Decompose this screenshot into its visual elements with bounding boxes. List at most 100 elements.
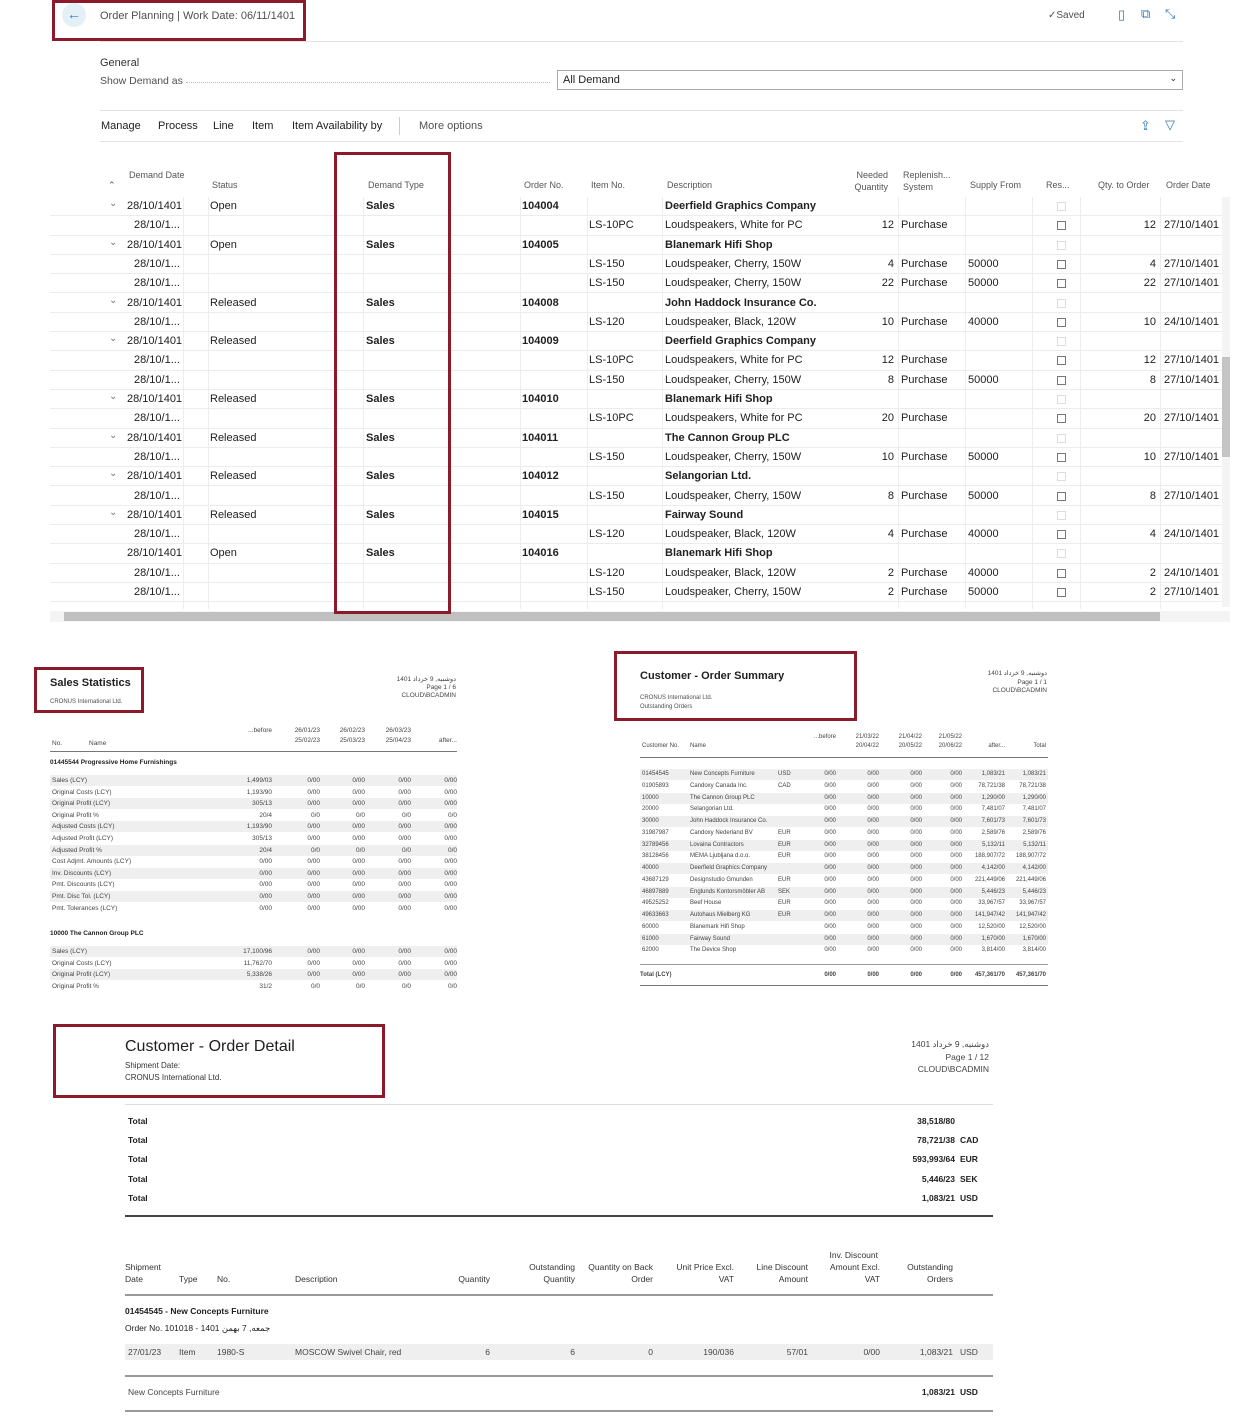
action-line[interactable]: Line (213, 120, 234, 132)
table-row[interactable]: ⌄ 28/10/1401 Released Sales 104009 Deerfield … (50, 332, 1222, 352)
expand-chevron-icon[interactable]: ⌄ (109, 333, 118, 345)
col-status[interactable]: Status (212, 180, 238, 190)
expand-chevron-icon[interactable]: ⌄ (109, 294, 118, 306)
table-row[interactable]: 28/10/1... LS-150 Loudspeaker, Cherry, 150… (50, 583, 1222, 603)
amount: 0/00 (950, 782, 962, 789)
table-row[interactable]: 28/10/1401 Open Sales 104016 Blanemark Hifi … (50, 544, 1222, 564)
col-demand-date[interactable]: Demand Date (129, 170, 185, 180)
table-row[interactable]: ⌄ 28/10/1401 Released Sales 104008 John Haddo… (50, 294, 1222, 313)
collapse-icon[interactable]: ⤡ (1165, 6, 1176, 21)
bookmark-icon[interactable]: ▯ (1118, 7, 1126, 22)
col-description[interactable]: Description (667, 180, 713, 190)
amount: 4,142/00 (981, 865, 1005, 871)
horizontal-scrollbar[interactable] (50, 611, 1230, 622)
col-qty-to-order[interactable]: Qty. to Order (1098, 180, 1150, 190)
sales-stats-title: Sales Statistics (50, 677, 131, 689)
reserve-checkbox[interactable] (1057, 298, 1066, 308)
reserve-checkbox[interactable] (1057, 317, 1066, 327)
item-no: LS-150 (589, 489, 625, 502)
table-row[interactable]: ⌄ 28/10/1401 Released Sales 104010 Blanemark … (50, 390, 1222, 410)
supply-from: 40000 (968, 315, 999, 328)
show-demand-select[interactable]: All Demand ⌄ (557, 70, 1183, 90)
table-row[interactable]: 28/10/1... LS-120 Loudspeaker, Black, 120W… (50, 564, 1222, 583)
reserve-checkbox[interactable] (1057, 221, 1066, 231)
amount: 7,481/07 (1022, 806, 1046, 813)
table-row[interactable]: 28/10/1... LS-150 Loudspeaker, Cherry, 150… (50, 371, 1222, 390)
col-demand-type[interactable]: Demand Type (368, 180, 424, 190)
table-row[interactable]: ⌄ 28/10/1401 Released Sales 104012 Selangoria… (50, 467, 1222, 487)
reserve-checkbox[interactable] (1057, 452, 1066, 462)
description: Blanemark Hifi Shop (665, 547, 773, 560)
reserve-checkbox[interactable] (1057, 202, 1066, 211)
reserve-checkbox[interactable] (1057, 588, 1066, 597)
shipment-date: 27/01/23 (128, 1347, 162, 1357)
action-process[interactable]: Process (158, 120, 198, 132)
reserve-checkbox[interactable] (1057, 491, 1066, 501)
reserve-checkbox[interactable] (1057, 568, 1066, 578)
amount: 0/00 (950, 818, 962, 824)
col-reserve[interactable]: Res... (1046, 180, 1070, 190)
table-row[interactable]: 28/10/1... LS-150 Loudspeaker, Cherry, 150… (50, 487, 1222, 506)
table-row[interactable]: 28/10/1... LS-150 Loudspeaker, Cherry, 150… (50, 255, 1222, 275)
reserve-checkbox[interactable] (1057, 510, 1066, 520)
table-row[interactable]: 28/10/1... LS-120 Loudspeaker, Black, 120W… (50, 525, 1222, 545)
expand-chevron-icon[interactable]: ⌄ (109, 198, 118, 209)
row-value: 0/00 (259, 893, 272, 900)
vertical-scrollbar[interactable] (1222, 197, 1230, 607)
open-new-window-icon[interactable]: ⧉ (1141, 6, 1151, 21)
filter-icon[interactable]: ▽ (1165, 117, 1175, 132)
table-row[interactable]: 28/10/1... LS-10PC Loudspeakers, White for… (50, 351, 1222, 371)
table-row[interactable]: ⌄ 28/10/1401 Released Sales 104015 Fairway So… (50, 506, 1222, 526)
table-row[interactable]: 28/10/1... LS-10PC Loudspeakers, White for… (50, 409, 1222, 429)
col-order-date[interactable]: Order Date (1166, 180, 1211, 190)
expand-chevron-icon[interactable]: ⌄ (109, 391, 118, 402)
sort-icon[interactable]: ⌃ (108, 180, 116, 190)
reserve-checkbox[interactable] (1057, 337, 1066, 347)
reserve-checkbox[interactable] (1057, 279, 1066, 289)
amount: 1,670/00 (1022, 935, 1046, 942)
reserve-checkbox[interactable] (1057, 356, 1066, 366)
table-row[interactable]: 28/10/1... LS-150 Loudspeaker, Cherry, 150… (50, 448, 1222, 468)
reserve-checkbox[interactable] (1057, 433, 1066, 443)
share-icon[interactable]: ⇪ (1140, 118, 1151, 133)
table-row[interactable]: ⌄ 28/10/1401 Open Sales 104004 Deerfield Grap… (50, 197, 1222, 217)
replenishment-system: Purchase (901, 528, 948, 541)
action-item[interactable]: Item (252, 120, 274, 132)
expand-chevron-icon[interactable]: ⌄ (109, 506, 118, 518)
col-supply-from[interactable]: Supply From (970, 180, 1022, 190)
reserve-checkbox[interactable] (1057, 549, 1066, 559)
action-item-availability[interactable]: Item Availability by (292, 120, 383, 132)
reserve-checkbox[interactable] (1057, 472, 1066, 482)
table-row[interactable]: 28/10/1... LS-120 Loudspeaker, Black, 120W… (50, 313, 1222, 333)
back-button[interactable]: ← (62, 3, 86, 27)
order-no: 104008 (522, 296, 559, 309)
table-row[interactable]: ⌄ 28/10/1401 Open Sales 104005 Blanemark Hifi… (50, 236, 1222, 255)
reserve-checkbox[interactable] (1057, 240, 1066, 250)
demand-type: Sales (366, 470, 395, 483)
reserve-checkbox[interactable] (1057, 375, 1066, 385)
action-manage[interactable]: Manage (101, 120, 141, 132)
col-replenish-system[interactable]: Replenish... System (903, 170, 951, 192)
description: Selangorian Ltd. (665, 470, 752, 483)
expand-chevron-icon[interactable]: ⌄ (109, 429, 118, 441)
col-item-no[interactable]: Item No. (591, 180, 626, 190)
action-more-options[interactable]: More options (419, 120, 483, 132)
row-value: 0/00 (398, 948, 411, 956)
description: Loudspeaker, Cherry, 150W (665, 586, 802, 598)
row-value: 0/0 (310, 811, 320, 819)
reserve-checkbox[interactable] (1057, 530, 1066, 540)
expand-chevron-icon[interactable]: ⌄ (109, 236, 118, 248)
table-row[interactable]: 28/10/1... LS-10PC Loudspeakers, White for… (50, 216, 1222, 236)
expand-chevron-icon[interactable]: ⌄ (109, 468, 118, 480)
currency: CAD (778, 782, 791, 789)
reserve-checkbox[interactable] (1057, 259, 1066, 269)
highlight-box-title (52, 0, 306, 41)
row-value: 0/00 (307, 893, 320, 900)
col-order-no[interactable]: Order No. (524, 180, 564, 190)
reserve-checkbox[interactable] (1057, 395, 1066, 404)
col-needed-qty[interactable]: Needed Quantity (854, 170, 888, 192)
table-row[interactable]: ⌄ 28/10/1401 Released Sales 104011 The Cannon… (50, 429, 1222, 448)
row-value: 0/0 (447, 811, 457, 819)
table-row[interactable]: 28/10/1... LS-150 Loudspeaker, Cherry, 150… (50, 274, 1222, 294)
reserve-checkbox[interactable] (1057, 414, 1066, 424)
